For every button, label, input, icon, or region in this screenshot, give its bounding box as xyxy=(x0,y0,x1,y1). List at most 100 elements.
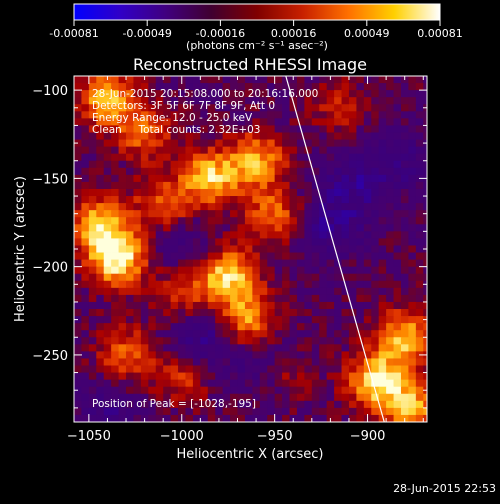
heatmap-cell xyxy=(244,379,253,388)
heatmap-cell xyxy=(192,139,201,148)
heatmap-cell xyxy=(363,280,372,289)
heatmap-cell xyxy=(244,224,253,232)
heatmap-cell xyxy=(326,125,335,133)
heatmap-cell xyxy=(363,337,372,345)
heatmap-cell xyxy=(408,174,417,183)
heatmap-cell xyxy=(415,196,424,204)
heatmap-cell xyxy=(222,294,231,303)
heatmap-cell xyxy=(96,111,105,119)
heatmap-cell xyxy=(356,181,365,190)
heatmap-cell xyxy=(81,210,90,218)
heatmap-cell xyxy=(311,210,320,218)
heatmap-cell xyxy=(140,90,149,98)
heatmap-cell xyxy=(326,323,335,331)
heatmap-cell xyxy=(170,358,179,366)
heatmap-cell xyxy=(140,323,149,331)
heatmap-cell xyxy=(393,337,402,345)
heatmap-cell xyxy=(200,316,209,324)
heatmap-cell xyxy=(326,238,335,246)
heatmap-cell xyxy=(341,330,350,338)
heatmap-cell xyxy=(348,139,357,148)
heatmap-cell xyxy=(185,393,194,402)
heatmap-cell xyxy=(244,217,253,225)
heatmap-cell xyxy=(96,97,105,105)
heatmap-cell xyxy=(237,344,246,352)
heatmap-cell xyxy=(400,316,409,324)
heatmap-cell xyxy=(334,259,342,268)
heatmap-cell xyxy=(400,245,409,253)
heatmap-cell xyxy=(81,365,90,373)
heatmap-cell xyxy=(341,245,350,253)
heatmap-cell xyxy=(111,231,119,239)
heatmap-cell xyxy=(244,160,253,169)
heatmap-cell xyxy=(259,188,268,197)
heatmap-cell xyxy=(74,83,82,91)
heatmap-cell xyxy=(334,153,342,162)
heatmap-cell xyxy=(163,245,172,253)
heatmap-cell xyxy=(185,118,194,126)
heatmap-cell xyxy=(215,259,224,268)
heatmap-cell xyxy=(163,76,172,84)
heatmap-cell xyxy=(334,266,342,275)
heatmap-cell xyxy=(103,400,112,409)
heatmap-cell xyxy=(111,146,119,155)
heatmap-cell xyxy=(185,90,194,98)
heatmap-cell xyxy=(163,379,172,388)
heatmap-cell xyxy=(192,280,201,289)
heatmap-cell xyxy=(259,111,268,119)
heatmap-cell xyxy=(423,301,427,310)
heatmap-cell xyxy=(155,83,164,91)
heatmap-cell xyxy=(348,210,357,218)
heatmap-cell xyxy=(378,294,387,303)
heatmap-cell xyxy=(88,414,97,422)
heatmap-cell xyxy=(252,125,261,133)
heatmap-cell xyxy=(148,372,157,381)
heatmap-cell xyxy=(252,259,261,268)
heatmap-cell xyxy=(252,344,261,352)
heatmap-cell xyxy=(237,323,246,331)
heatmap-cell xyxy=(289,210,298,218)
heatmap-cell xyxy=(118,139,127,148)
heatmap-cell xyxy=(222,245,231,253)
heatmap-cell xyxy=(148,294,157,303)
heatmap-cell xyxy=(170,323,179,331)
heatmap-cell xyxy=(363,294,372,303)
heatmap-cell xyxy=(274,280,283,289)
heatmap-cell xyxy=(408,139,417,148)
heatmap-cell xyxy=(81,344,90,352)
heatmap-cell xyxy=(348,407,357,416)
heatmap-cell xyxy=(244,104,253,112)
heatmap-cell xyxy=(215,309,224,317)
heatmap-cell xyxy=(356,386,365,395)
heatmap-cell xyxy=(111,118,119,126)
heatmap-cell xyxy=(118,160,127,169)
heatmap-cell xyxy=(386,400,394,409)
heatmap-cell xyxy=(178,224,186,232)
heatmap-cell xyxy=(140,393,149,402)
heatmap-cell xyxy=(386,132,394,140)
heatmap-cell xyxy=(311,181,320,190)
heatmap-cell xyxy=(140,273,149,282)
heatmap-cell xyxy=(423,160,427,169)
heatmap-cell xyxy=(274,294,283,303)
heatmap-cell xyxy=(148,287,157,296)
heatmap-cell xyxy=(111,309,119,317)
heatmap-cell xyxy=(259,365,268,373)
heatmap-cell xyxy=(311,407,320,416)
heatmap-cell xyxy=(274,210,283,218)
heatmap-cell xyxy=(274,407,283,416)
heatmap-cell xyxy=(192,386,201,395)
heatmap-cell xyxy=(408,132,417,140)
heatmap-cell xyxy=(282,203,290,211)
heatmap-cell xyxy=(170,337,179,345)
heatmap-cell xyxy=(386,153,394,162)
heatmap-cell xyxy=(207,97,216,105)
heatmap-cell xyxy=(274,153,283,162)
heatmap-cell xyxy=(311,76,320,84)
heatmap-cell xyxy=(282,309,290,317)
heatmap-cell xyxy=(423,414,427,422)
heatmap-cell xyxy=(126,344,134,352)
heatmap-cell xyxy=(126,231,134,239)
heatmap-cell xyxy=(371,76,380,84)
heatmap-cell xyxy=(341,153,350,162)
